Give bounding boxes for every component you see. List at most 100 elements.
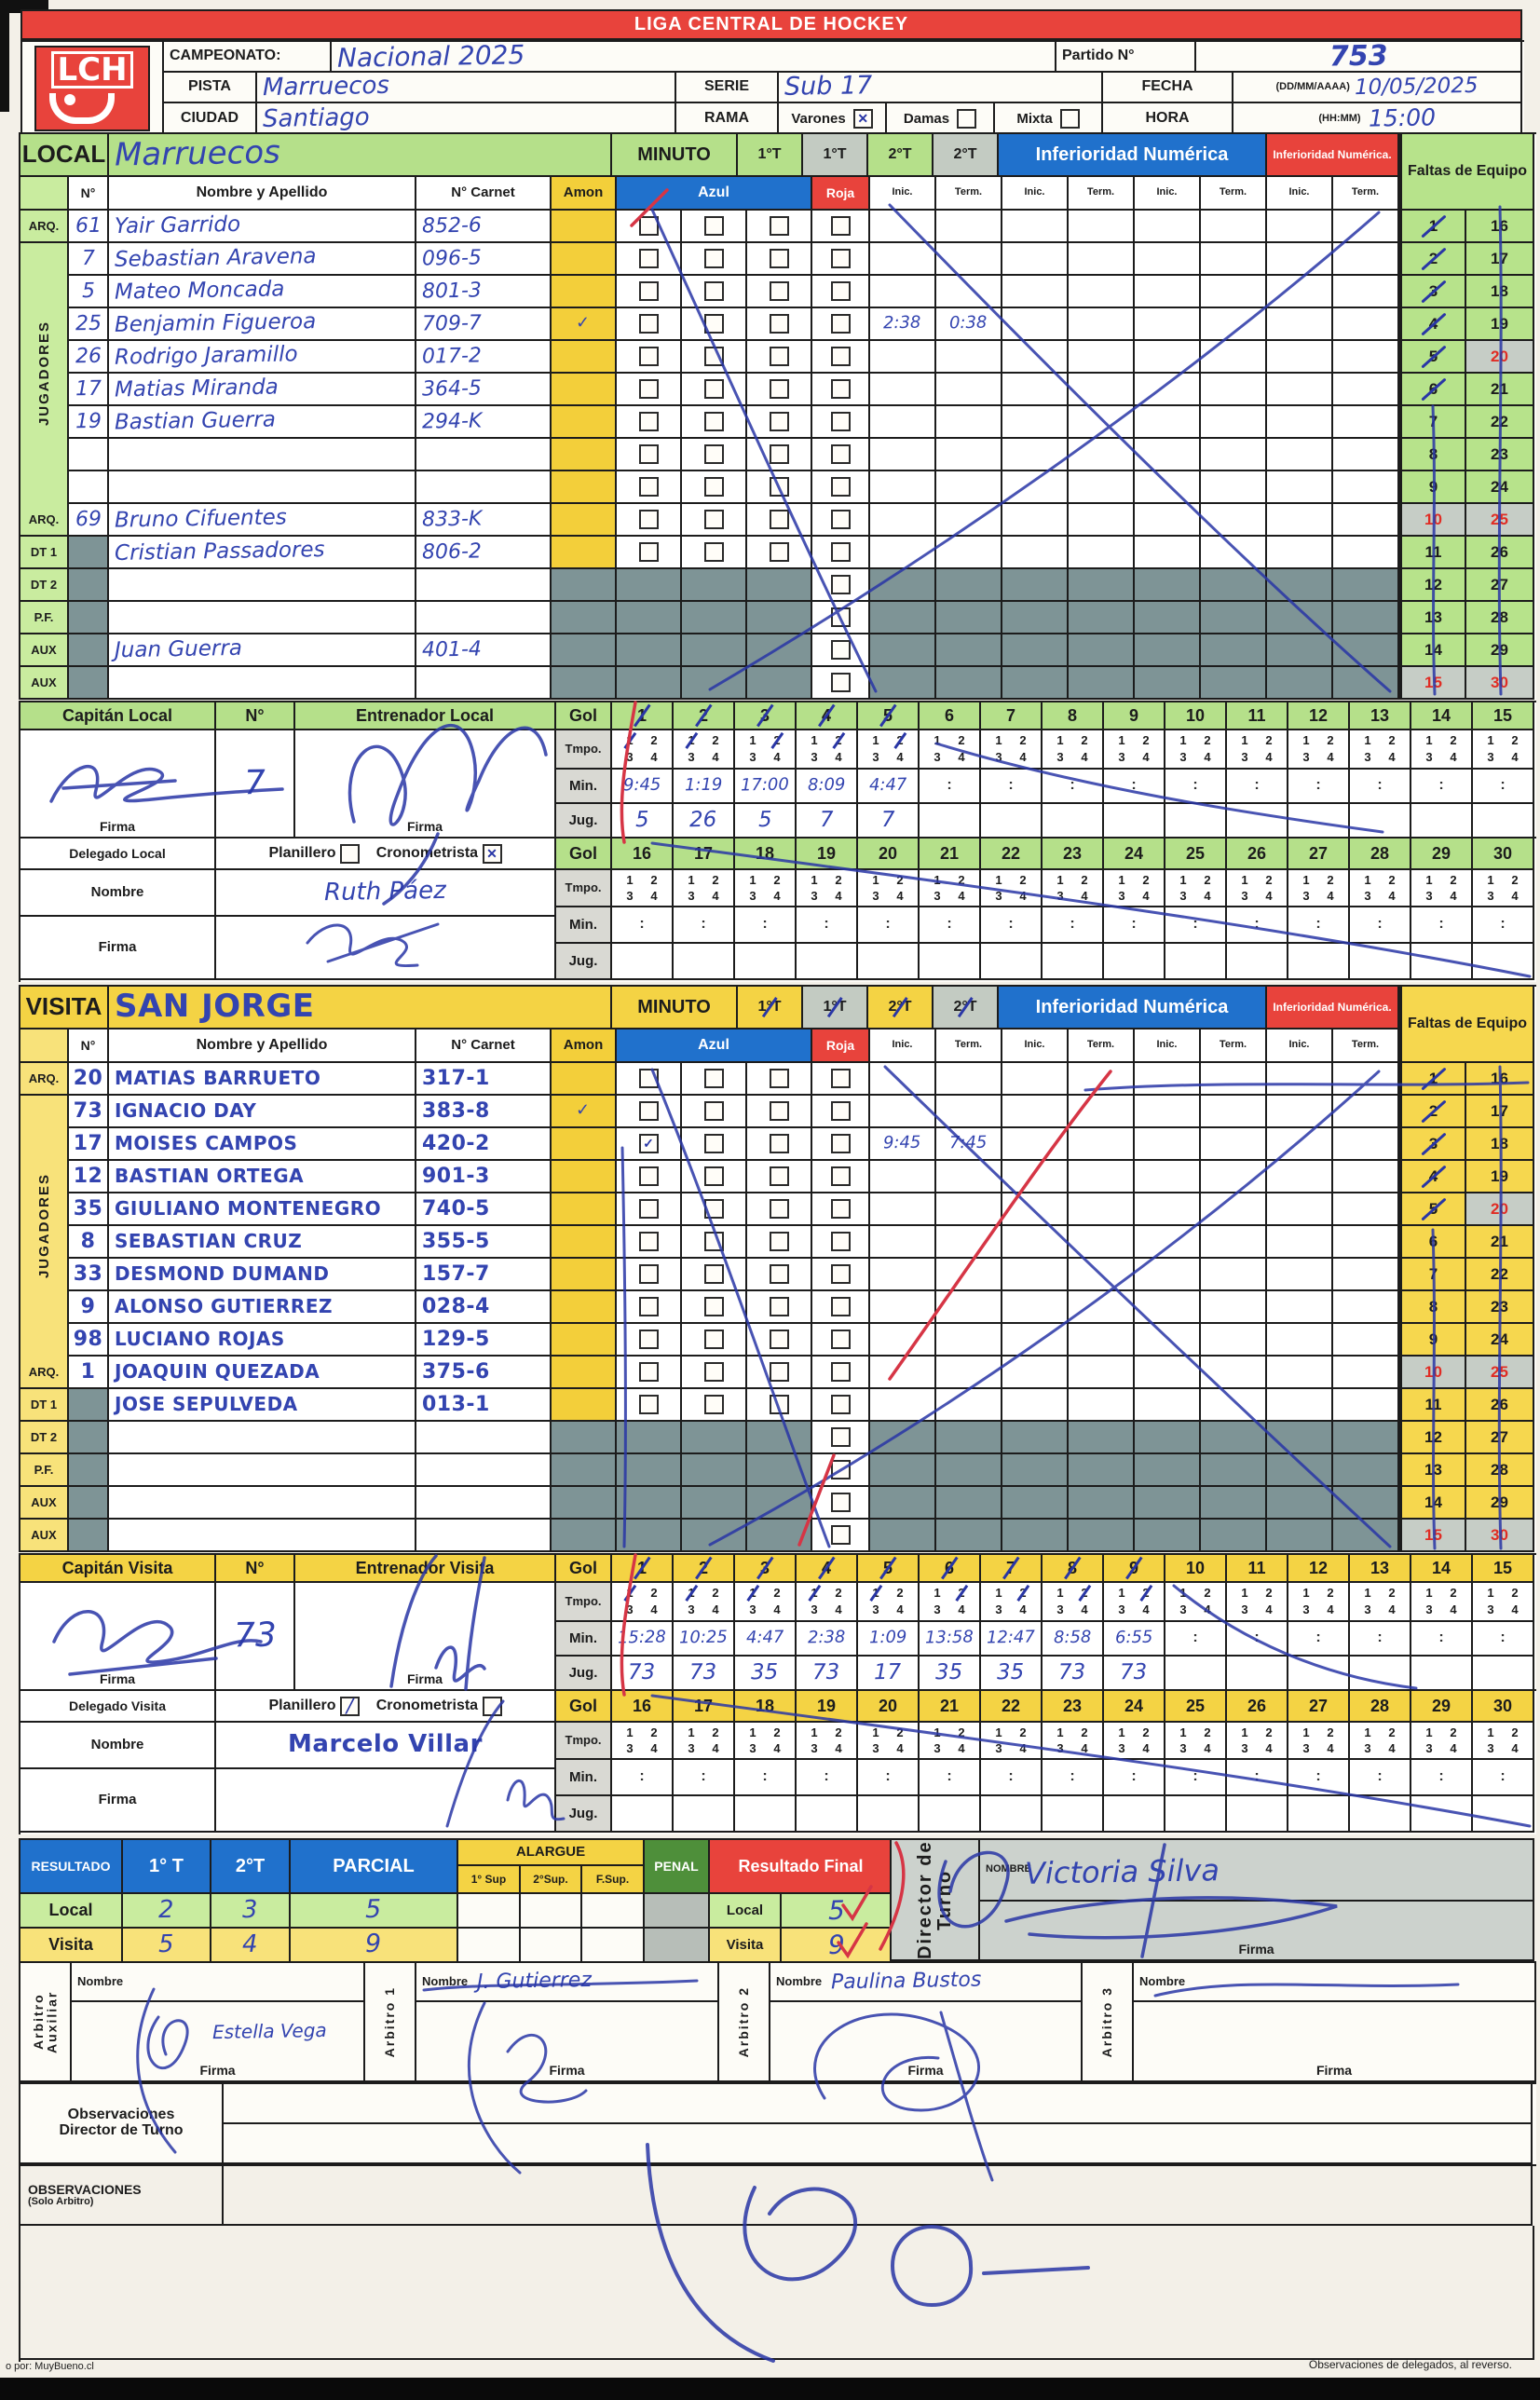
title-bar: LIGA CENTRAL DE HOCKEY — [20, 9, 1522, 40]
inferioridad-cell — [936, 1454, 1002, 1487]
visita-player-row: AUX 14 29 — [20, 1487, 1536, 1520]
gol-min-cell: 8:09 — [797, 770, 858, 804]
falta-cell: 3 — [1399, 1128, 1466, 1161]
inferioridad-cell — [1069, 1161, 1135, 1193]
player-name: BASTIAN ORTEGA — [109, 1161, 416, 1193]
falta-cell: 25 — [1466, 1357, 1534, 1389]
gol-label: Gol — [556, 1691, 612, 1723]
gol-jug-cell — [1411, 1796, 1473, 1833]
inferioridad-cell — [936, 1520, 1002, 1552]
player-rol: ARQ. — [20, 1063, 69, 1096]
inferioridad-cell — [1333, 1193, 1399, 1226]
arbitro-block: Arbitro 1 Nombre J. Gutierrez Firma — [365, 1963, 719, 2082]
amon-cell — [552, 243, 617, 276]
azul-checkbox-cell — [747, 1389, 812, 1422]
amon-cell — [552, 602, 617, 634]
resultado-t2-header: 2°T — [211, 1840, 291, 1894]
inferioridad-cell — [1135, 471, 1201, 504]
azul-checkbox-cell — [747, 1161, 812, 1193]
inferioridad-cell — [1002, 341, 1069, 374]
roja-checkbox-cell — [812, 1063, 870, 1096]
gol-number: 25 — [1165, 1691, 1227, 1723]
inferioridad-cell — [1267, 667, 1333, 700]
gol-jug-cell — [981, 804, 1043, 839]
player-num: 25 — [69, 308, 109, 341]
hora-format: (HH:MM) — [1318, 112, 1361, 124]
alargue-visita-fsup — [582, 1929, 645, 1963]
gol-min-cell: : — [797, 1760, 858, 1796]
resultado-local-label: Local — [20, 1894, 123, 1929]
gol-jug-cell — [1473, 1657, 1534, 1691]
arbitro-block: Arbitro Auxiliar Nombre Firma — [20, 1963, 365, 2082]
player-carnet: 317-1 — [416, 1063, 552, 1096]
gol-number: 7 — [981, 702, 1043, 730]
azul-checkbox-cell — [682, 1422, 747, 1454]
falta-cell: 21 — [1466, 374, 1534, 406]
arbitro-label: Arbitro 2 — [719, 1963, 770, 2082]
falta-cell: 16 — [1466, 211, 1534, 243]
gol-min-cell: : — [1165, 770, 1227, 804]
azul-checkbox-cell — [682, 1193, 747, 1226]
delegado-nombre-label: Nombre — [20, 870, 216, 917]
player-carnet — [416, 569, 552, 602]
azul-checkbox-cell — [682, 243, 747, 276]
inferioridad-cell — [1069, 634, 1135, 667]
inferioridad-cell — [1201, 1226, 1267, 1259]
varones-checkbox: ✕ — [852, 109, 873, 129]
visita-player-row: 35 GIULIANO MONTENEGRO 740-5 5 20 — [20, 1193, 1536, 1226]
amon-header: Amon — [552, 1030, 617, 1063]
player-num: 8 — [69, 1226, 109, 1259]
inferioridad-cell — [870, 1520, 936, 1552]
azul-checkbox-cell — [747, 1226, 812, 1259]
gol-min-cell: : — [1288, 770, 1350, 804]
player-name: JOAQUIN QUEZADA — [109, 1357, 416, 1389]
azul-checkbox-cell — [617, 667, 682, 700]
player-name: SEBASTIAN CRUZ — [109, 1226, 416, 1259]
inferioridad-cell — [1002, 406, 1069, 439]
inferioridad-cell — [1069, 341, 1135, 374]
inferioridad-cell — [936, 634, 1002, 667]
falta-cell: 15 — [1399, 667, 1466, 700]
local-capitan-section: Capitán Local N° Entrenador Local Firma 7 Fir… — [19, 701, 1536, 840]
player-name: Rodrigo Jaramillo — [109, 341, 416, 374]
gol-min-cell: 4:47 — [735, 1622, 797, 1657]
inferioridad-cell — [1267, 1520, 1333, 1552]
gol-number: 18 — [735, 839, 797, 870]
gol-min-cell: 2:38 — [797, 1622, 858, 1657]
rama-option-mixta: Mixta — [995, 103, 1103, 136]
azul-checkbox — [703, 477, 724, 497]
inferioridad-cell — [1267, 504, 1333, 537]
azul-checkbox-cell — [747, 1259, 812, 1291]
inferioridad-cell — [1002, 1226, 1069, 1259]
falta-cell: 16 — [1466, 1063, 1534, 1096]
inferioridad-cell — [1069, 569, 1135, 602]
player-name — [109, 569, 416, 602]
arbitro-aux-firma-nombre: Estella Vega — [211, 2018, 327, 2044]
azul-checkbox-cell — [682, 1291, 747, 1324]
azul-checkbox-cell — [617, 602, 682, 634]
inferioridad-cell — [1267, 1324, 1333, 1357]
azul-checkbox — [638, 1264, 659, 1284]
inferioridad-cell — [1135, 1291, 1201, 1324]
inferioridad-cell — [936, 602, 1002, 634]
capitan-firma-box: Firma — [20, 730, 216, 839]
inferioridad-cell — [1135, 1193, 1201, 1226]
rama-option-damas: Damas — [887, 103, 995, 136]
inferioridad-cell — [1069, 374, 1135, 406]
inferioridad-cell — [870, 1357, 936, 1389]
gol-jug-cell — [735, 1796, 797, 1833]
inferioridad-cell — [1333, 439, 1399, 471]
inferioridad-cell — [936, 504, 1002, 537]
gol-number: 11 — [1227, 702, 1288, 730]
falta-cell: 8 — [1399, 439, 1466, 471]
player-num — [69, 602, 109, 634]
inferioridad-cell — [1135, 1389, 1201, 1422]
azul-checkbox-cell — [617, 1487, 682, 1520]
falta-cell: 1 — [1399, 211, 1466, 243]
inferioridad-cell — [870, 1389, 936, 1422]
inferioridad-cell — [1135, 537, 1201, 569]
inferioridad-cell — [1002, 602, 1069, 634]
